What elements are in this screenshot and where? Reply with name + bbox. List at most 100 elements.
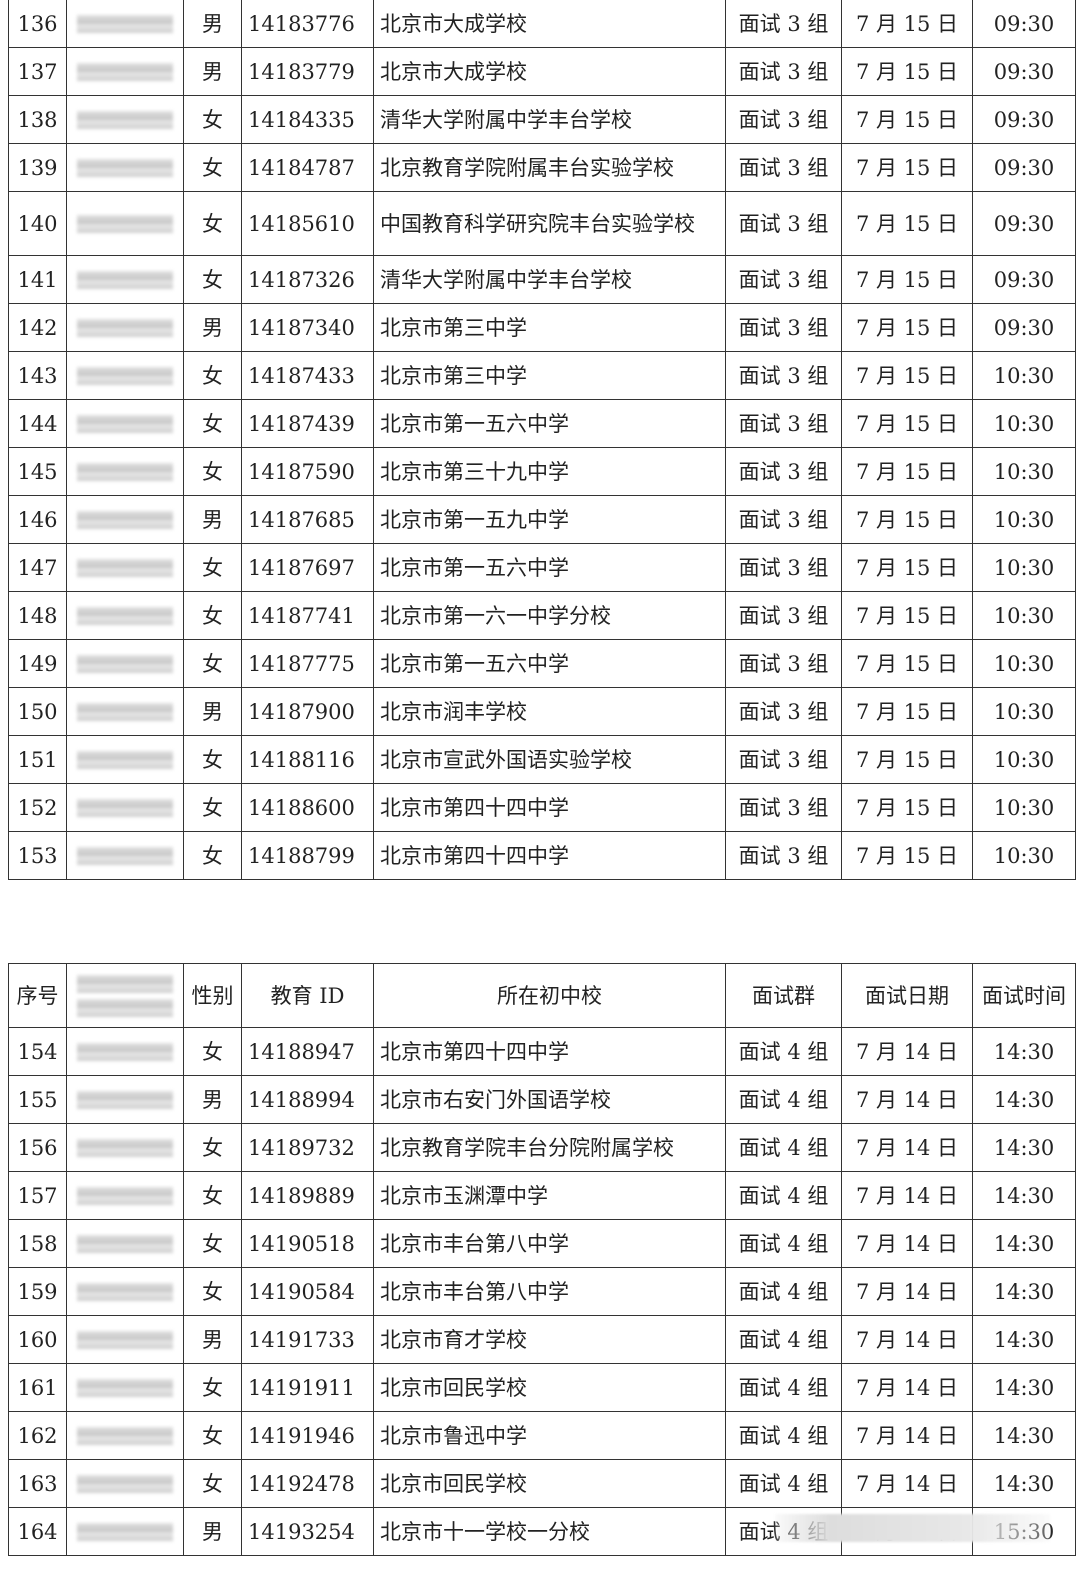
interview-time: 14:30: [972, 1363, 1076, 1412]
edu-id: 14190518: [241, 1219, 374, 1268]
interview-time: 10:30: [972, 351, 1076, 400]
interview-time: 09:30: [972, 143, 1076, 192]
interview-time: 09:30: [972, 47, 1076, 96]
row-index: 139: [8, 143, 67, 192]
row-index: 138: [8, 95, 67, 144]
name-redacted: [66, 447, 184, 496]
interview-date: 7 月 14 日: [841, 1315, 973, 1364]
name-redacted: [66, 495, 184, 544]
row-index: 148: [8, 591, 67, 640]
row-index: 161: [8, 1363, 67, 1412]
row-index: 147: [8, 543, 67, 592]
school: 北京市第四十四中学: [373, 1027, 726, 1076]
name-redacted: [66, 639, 184, 688]
gender: 女: [183, 191, 242, 256]
header-edu-id: 教育 ID: [241, 963, 374, 1028]
interview-date: 7 月 15 日: [841, 0, 973, 48]
interview-group: 面试 3 组: [725, 591, 842, 640]
interview-date: 7 月 15 日: [841, 95, 973, 144]
edu-id: 14188994: [241, 1075, 374, 1124]
name-redacted: [66, 143, 184, 192]
school: 北京市回民学校: [373, 1363, 726, 1412]
gender: 女: [183, 351, 242, 400]
edu-id: 14187741: [241, 591, 374, 640]
name-redacted: [66, 0, 184, 48]
row-index: 136: [8, 0, 67, 48]
name-redacted: [66, 303, 184, 352]
interview-date: 7 月 15 日: [841, 687, 973, 736]
interview-group: 面试 3 组: [725, 783, 842, 832]
header-date: 面试日期: [841, 963, 973, 1028]
interview-date: 7 月 14 日: [841, 1171, 973, 1220]
interview-time: 10:30: [972, 783, 1076, 832]
school: 北京市第一五九中学: [373, 495, 726, 544]
interview-group: 面试 3 组: [725, 831, 842, 880]
row-index: 163: [8, 1459, 67, 1508]
interview-group: 面试 4 组: [725, 1459, 842, 1508]
table-header-row: 序号 性别 教育 ID 所在初中校 面试群 面试日期 面试时间: [8, 963, 1076, 1028]
row-index: 154: [8, 1027, 67, 1076]
row-index: 156: [8, 1123, 67, 1172]
interview-date: 7 月 14 日: [841, 1411, 973, 1460]
row-index: 145: [8, 447, 67, 496]
gender: 男: [183, 0, 242, 48]
edu-id: 14187685: [241, 495, 374, 544]
edu-id: 14187439: [241, 399, 374, 448]
gender: 男: [183, 47, 242, 96]
edu-id: 14184787: [241, 143, 374, 192]
header-school: 所在初中校: [373, 963, 726, 1028]
gender: 女: [183, 831, 242, 880]
interview-group: 面试 4 组: [725, 1027, 842, 1076]
name-redacted: [66, 1363, 184, 1412]
interview-time: 10:30: [972, 831, 1076, 880]
interview-time: 14:30: [972, 1315, 1076, 1364]
school: 北京市育才学校: [373, 1315, 726, 1364]
interview-date: 7 月 14 日: [841, 1219, 973, 1268]
edu-id: 14183776: [241, 0, 374, 48]
row-index: 159: [8, 1267, 67, 1316]
header-name-redacted: [66, 963, 184, 1028]
header-group: 面试群: [725, 963, 842, 1028]
interview-group: 面试 3 组: [725, 639, 842, 688]
interview-date: 7 月 15 日: [841, 831, 973, 880]
gender: 女: [183, 543, 242, 592]
gender: 女: [183, 735, 242, 784]
name-redacted: [66, 1075, 184, 1124]
name-redacted: [66, 543, 184, 592]
interview-date: 7 月 14 日: [841, 1123, 973, 1172]
row-index: 153: [8, 831, 67, 880]
school: 北京市鲁迅中学: [373, 1411, 726, 1460]
row-index: 144: [8, 399, 67, 448]
row-index: 150: [8, 687, 67, 736]
interview-table-group-4: 序号 性别 教育 ID 所在初中校 面试群 面试日期 面试时间 154 女 1418…: [8, 963, 1076, 1556]
row-index: 157: [8, 1171, 67, 1220]
interview-date: 7 月 15 日: [841, 143, 973, 192]
edu-id: 14187590: [241, 447, 374, 496]
interview-group: 面试 4 组: [725, 1171, 842, 1220]
interview-date: 7 月 14 日: [841, 1075, 973, 1124]
interview-group: 面试 4 组: [725, 1363, 842, 1412]
interview-group: 面试 3 组: [725, 399, 842, 448]
school: 北京市第一五六中学: [373, 543, 726, 592]
edu-id: 14190584: [241, 1267, 374, 1316]
name-redacted: [66, 591, 184, 640]
interview-date: 7 月 15 日: [841, 783, 973, 832]
interview-time: 14:30: [972, 1267, 1076, 1316]
school: 北京市回民学校: [373, 1459, 726, 1508]
header-gender: 性别: [183, 963, 242, 1028]
